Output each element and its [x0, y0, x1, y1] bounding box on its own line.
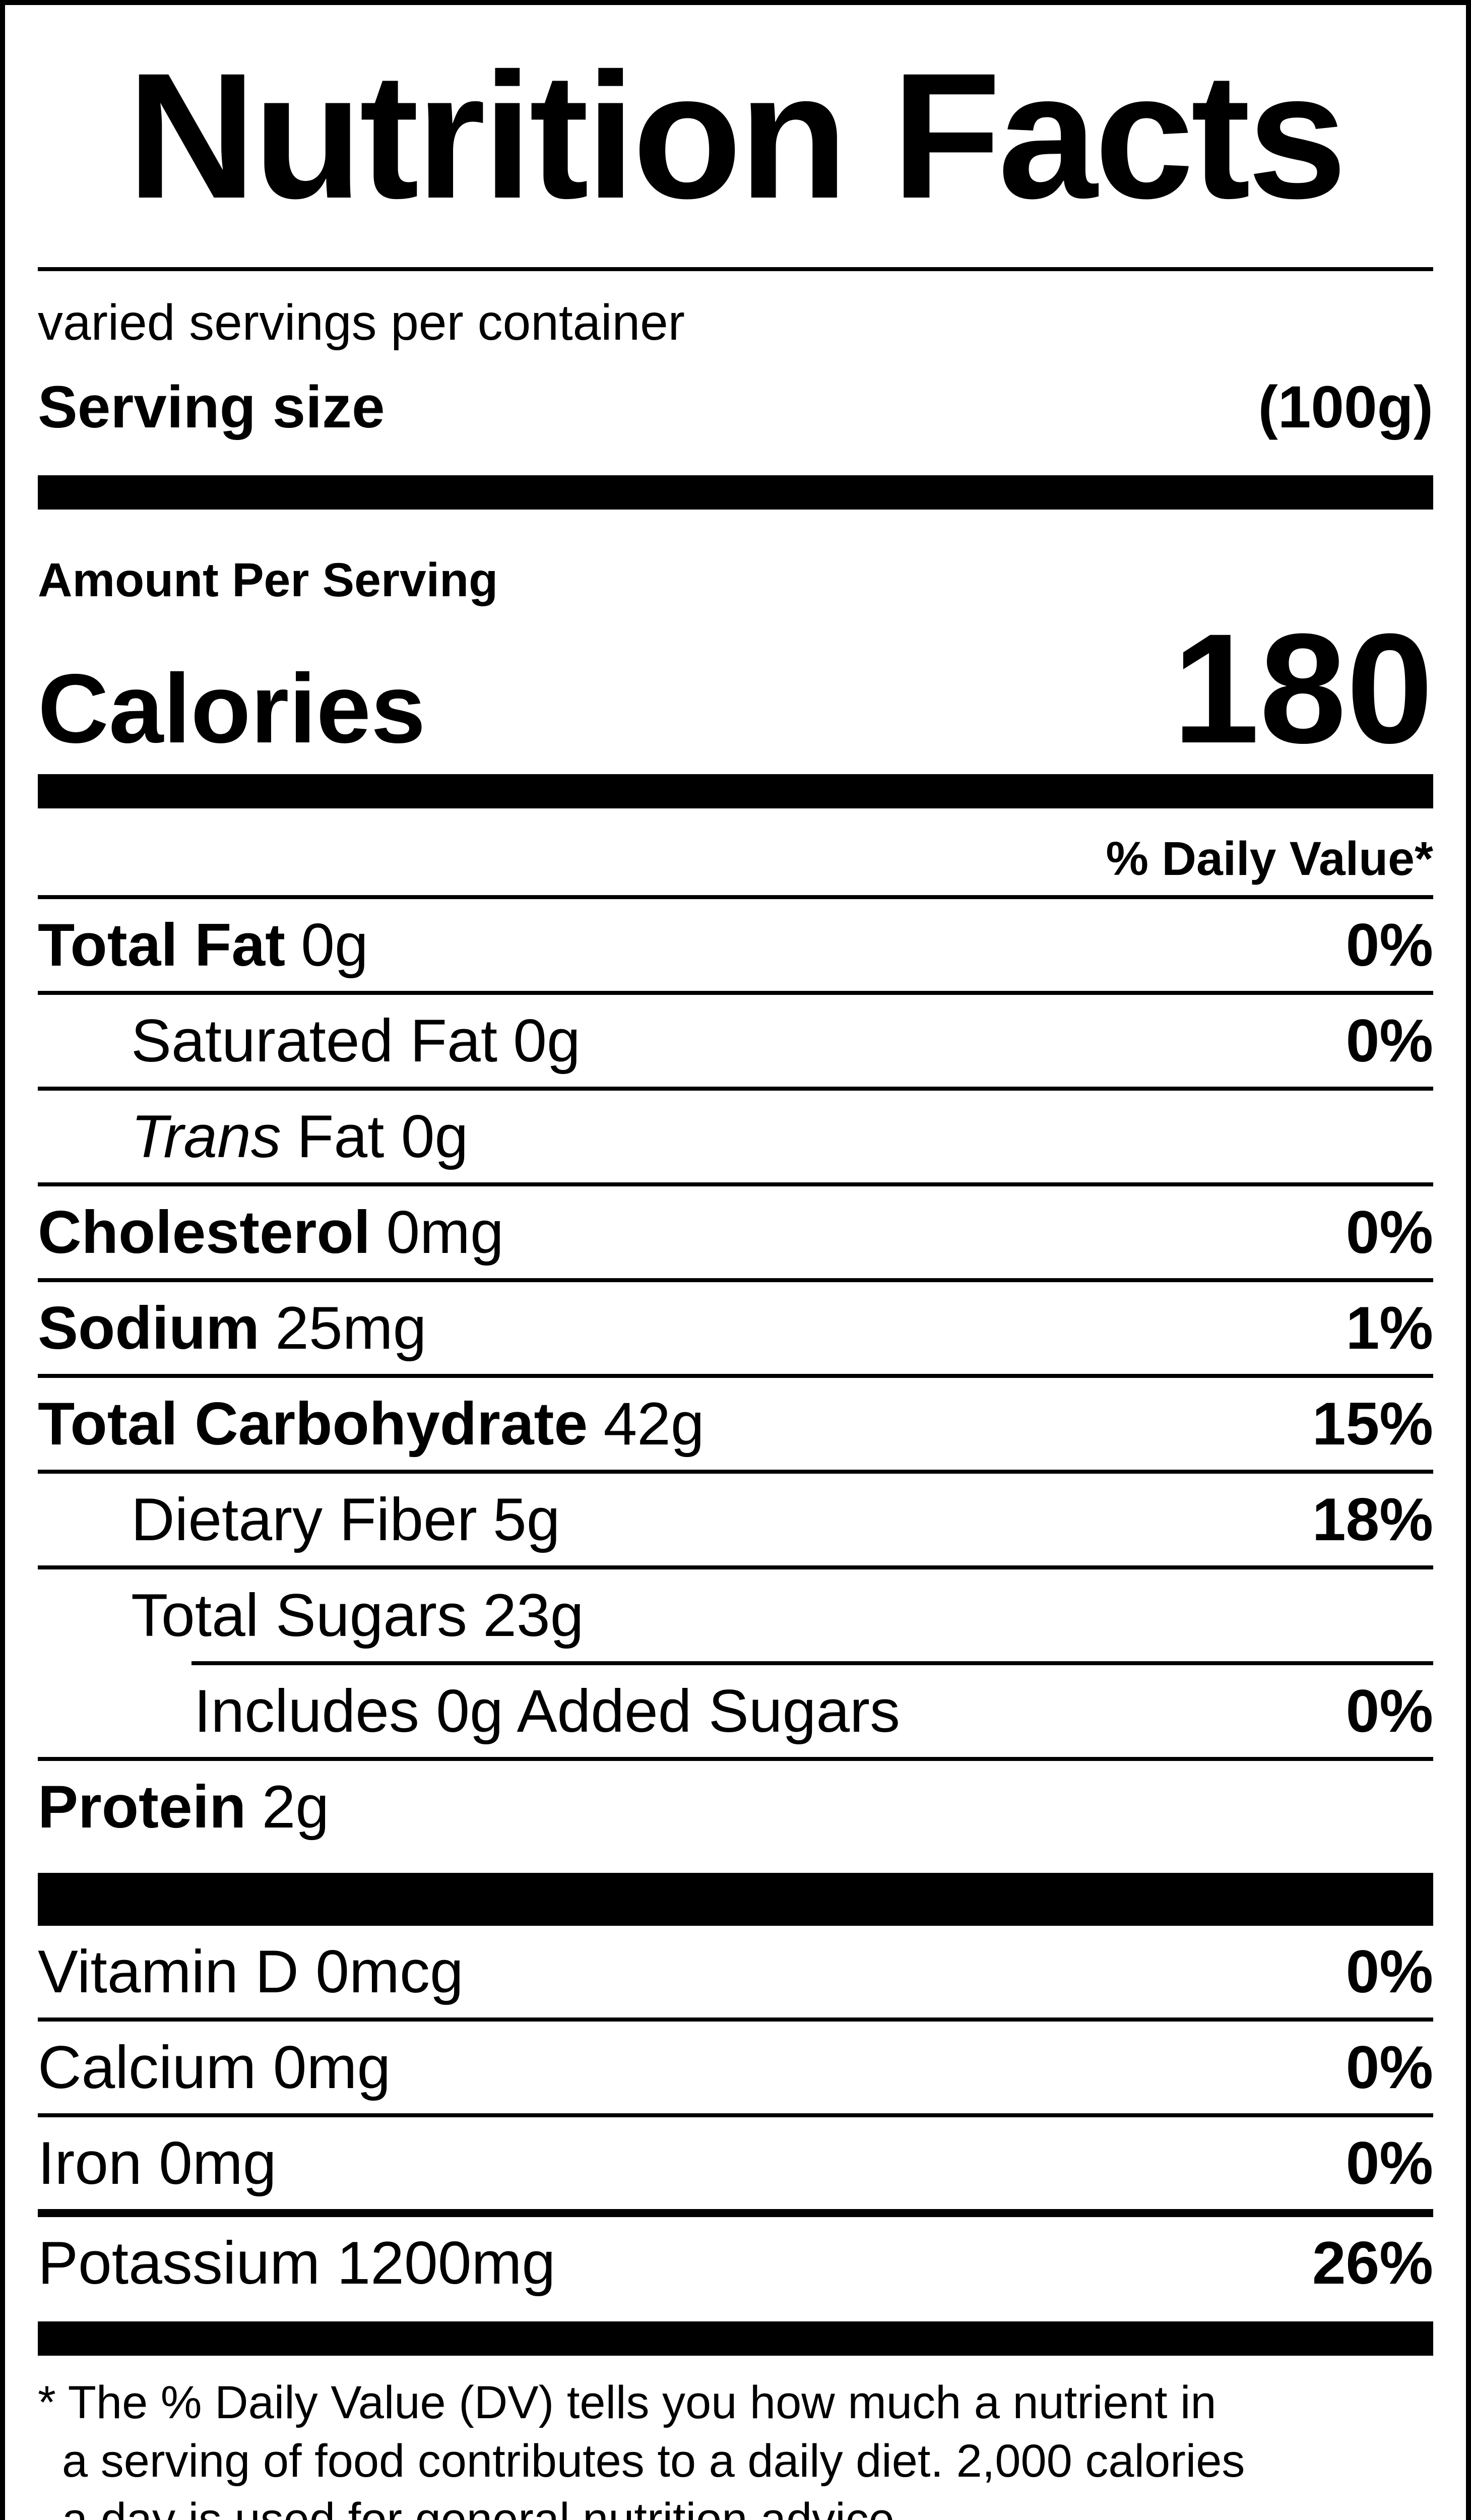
nutrient-row-total-sugars: Total Sugars 23g — [38, 1569, 1433, 1661]
hairline-divider — [38, 991, 1433, 995]
calories-value: 180 — [1172, 601, 1433, 776]
serving-size-value: (100g) — [1258, 374, 1433, 440]
nutrient-row-added-sugars: Includes 0g Added Sugars 0% — [38, 1665, 1433, 1757]
hairline-divider — [38, 1374, 1433, 1378]
title-divider — [38, 267, 1433, 271]
hairline-divider — [38, 2113, 1433, 2117]
section-divider-bar-protein — [38, 1873, 1433, 1926]
nutrient-name: Includes 0g Added Sugars — [194, 1677, 901, 1745]
label-title: Nutrition Facts — [127, 36, 1347, 236]
section-divider-bar-calories — [38, 774, 1433, 808]
nutrient-name: Sodium 25mg — [38, 1294, 427, 1362]
daily-value-footnote: * The % Daily Value (DV) tells you how m… — [38, 2373, 1433, 2520]
medium-divider — [38, 2209, 1433, 2217]
nutrient-daily-value: 1% — [1346, 1294, 1433, 1362]
daily-value-header: % Daily Value* — [1106, 832, 1433, 886]
vitamin-row-iron: Iron 0mg 0% — [38, 2117, 1433, 2209]
section-divider-bar-top — [38, 475, 1433, 510]
nutrient-row-trans-fat: Trans Fat 0g — [38, 1091, 1433, 1182]
nutrient-daily-value: 0% — [1346, 911, 1433, 979]
hairline-divider — [38, 1470, 1433, 1474]
nutrient-row-protein: Protein 2g — [38, 1761, 1433, 1853]
nutrient-amount: 0g — [301, 911, 368, 979]
calories-row: Calories 180 — [38, 610, 1433, 767]
hairline-divider — [38, 1565, 1433, 1569]
nutrient-row-total-fat: Total Fat 0g 0% — [38, 899, 1433, 991]
servings-per-container: varied servings per container — [38, 294, 685, 351]
vitamin-daily-value: 0% — [1346, 2034, 1433, 2101]
hairline-divider — [38, 1182, 1433, 1186]
hairline-divider-indented — [191, 1661, 1433, 1665]
nutrient-row-sodium: Sodium 25mg 1% — [38, 1282, 1433, 1374]
nutrient-amount: Fat 0g — [297, 1103, 469, 1170]
nutrient-amount: 2g — [262, 1773, 330, 1841]
nutrient-row-cholesterol: Cholesterol 0mg 0% — [38, 1186, 1433, 1278]
hairline-divider — [38, 1278, 1433, 1282]
serving-size-row: Serving size (100g) — [38, 369, 1433, 445]
nutrient-name: Total Fat 0g — [38, 911, 368, 979]
nutrient-daily-value: 0% — [1346, 1007, 1433, 1075]
hairline-divider — [38, 1087, 1433, 1091]
nutrient-name: Total Carbohydrate 42g — [38, 1390, 705, 1458]
nutrient-daily-value: 15% — [1312, 1390, 1433, 1458]
nutrient-daily-value: 0% — [1346, 1199, 1433, 1266]
nutrient-daily-value: 18% — [1312, 1486, 1433, 1553]
nutrient-amount: 5g — [493, 1486, 560, 1553]
nutrient-name: Saturated Fat 0g — [131, 1007, 581, 1075]
nutrient-amount: 25mg — [275, 1294, 427, 1362]
nutrient-amount: 0mg — [386, 1199, 504, 1266]
section-divider-bar-bottom — [38, 2321, 1433, 2356]
vitamin-name: Potassium 1200mg — [38, 2229, 556, 2297]
nutrient-amount: 0g — [513, 1007, 581, 1075]
nutrient-name: Trans Fat 0g — [131, 1103, 469, 1170]
nutrient-name: Protein 2g — [38, 1773, 330, 1841]
calories-label: Calories — [38, 654, 426, 764]
nutrient-name: Cholesterol 0mg — [38, 1199, 504, 1266]
vitamin-daily-value: 0% — [1346, 1938, 1433, 2005]
footnote-line: * The % Daily Value (DV) tells you how m… — [38, 2377, 1217, 2428]
vitamin-row-calcium: Calcium 0mg 0% — [38, 2022, 1433, 2113]
nutrient-amount: 23g — [483, 1582, 584, 1649]
nutrient-row-dietary-fiber: Dietary Fiber 5g 18% — [38, 1474, 1433, 1565]
vitamin-row-vitamin-d: Vitamin D 0mcg 0% — [38, 1926, 1433, 2018]
hairline-divider — [38, 895, 1433, 899]
vitamin-daily-value: 0% — [1346, 2129, 1433, 2197]
footnote-line: a serving of food contributes to a daily… — [62, 2435, 1245, 2487]
amount-per-serving-label: Amount Per Serving — [38, 553, 498, 607]
vitamin-name: Vitamin D 0mcg — [38, 1938, 464, 2005]
vitamin-daily-value: 26% — [1312, 2229, 1433, 2297]
hairline-divider — [38, 1757, 1433, 1761]
nutrient-daily-value: 0% — [1346, 1677, 1433, 1745]
vitamin-name: Iron 0mg — [38, 2129, 277, 2197]
serving-size-label: Serving size — [38, 374, 385, 440]
nutrient-name: Total Sugars 23g — [131, 1582, 584, 1649]
nutrient-amount: 42g — [603, 1390, 705, 1458]
nutrient-row-total-carbohydrate: Total Carbohydrate 42g 15% — [38, 1378, 1433, 1470]
vitamin-name: Calcium 0mg — [38, 2034, 391, 2101]
vitamin-row-potassium: Potassium 1200mg 26% — [38, 2217, 1433, 2309]
nutrient-row-saturated-fat: Saturated Fat 0g 0% — [38, 995, 1433, 1087]
hairline-divider — [38, 2018, 1433, 2022]
nutrient-name: Dietary Fiber 5g — [131, 1486, 560, 1553]
footnote-line: a day is used for general nutrition advi… — [62, 2494, 908, 2520]
